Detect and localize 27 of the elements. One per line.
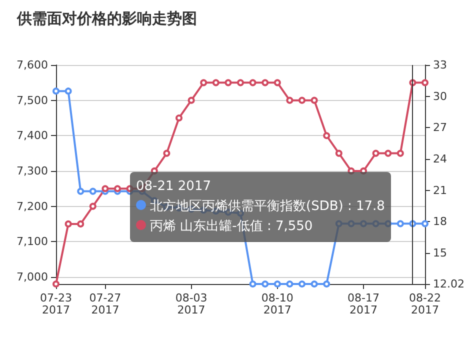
y2-tick-label: 12.02 [433,278,464,290]
y-tick-label: 7,300 [16,164,48,178]
x-tick-label: 07-23 2017 [40,292,72,316]
y2-tick-label: 18 [433,215,447,228]
y-tick-label: 7,400 [16,129,48,142]
y2-tick-label: 21 [433,184,447,197]
x-tick-label: 08-10 2017 [261,292,294,316]
y2-tick-label: 30 [433,90,447,103]
y2-tick-label: 15 [433,246,447,260]
y-tick-label: 7,100 [16,235,48,248]
annotation: 08-21 2017 [136,178,212,196]
x-tick-label: 08-03 2017 [175,292,208,316]
x-tick-label: 08-22 2017 [409,292,441,316]
y-tick-label: 7,600 [16,58,48,72]
x-tick-label: 08-17 2017 [348,292,380,316]
y-tick-label: 7,500 [16,94,48,107]
y-tick-label: 7,200 [16,200,48,213]
y2-tick-label: 27 [433,121,447,134]
y2-tick-label: 33 [433,58,447,72]
legend-label: 北方地区丙烯供需平衡指数(SDB) [150,199,344,214]
legend-label: 丙烯 山东出罐-低值 [150,219,263,234]
y2-tick-label: 24 [433,152,447,166]
y-tick-label: 7,000 [16,270,48,284]
annotation: : 17.8 [346,199,385,214]
x-tick-label: 07-27 2017 [89,292,122,316]
annotation: : 7,550 [266,219,313,234]
chart-title: 供需面对价格的影响走势图 [16,10,197,28]
